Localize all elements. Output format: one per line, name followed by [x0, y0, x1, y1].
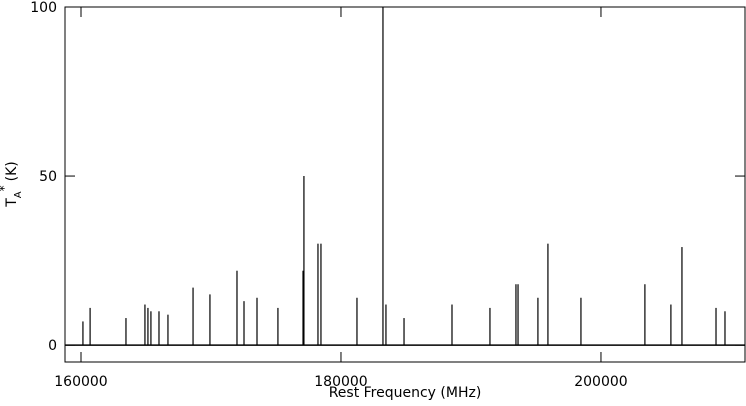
y-tick-label: 100 — [30, 0, 57, 16]
plot-frame — [64, 6, 746, 363]
x-axis-label: Rest Frequency (MHz) — [329, 385, 482, 401]
y-label-sub: A — [13, 191, 24, 198]
x-tick-label: 180000 — [314, 374, 367, 390]
y-tick-label: 0 — [48, 338, 57, 354]
y-label-main: T — [4, 198, 20, 208]
x-tick-label: 160000 — [54, 374, 107, 390]
y-label-sup: * — [0, 185, 11, 191]
y-label-unit: (K) — [4, 161, 20, 181]
y-axis-label: TA* (K) — [0, 161, 24, 208]
y-tick-label: 50 — [39, 169, 57, 185]
x-tick-label: 200000 — [574, 374, 627, 390]
